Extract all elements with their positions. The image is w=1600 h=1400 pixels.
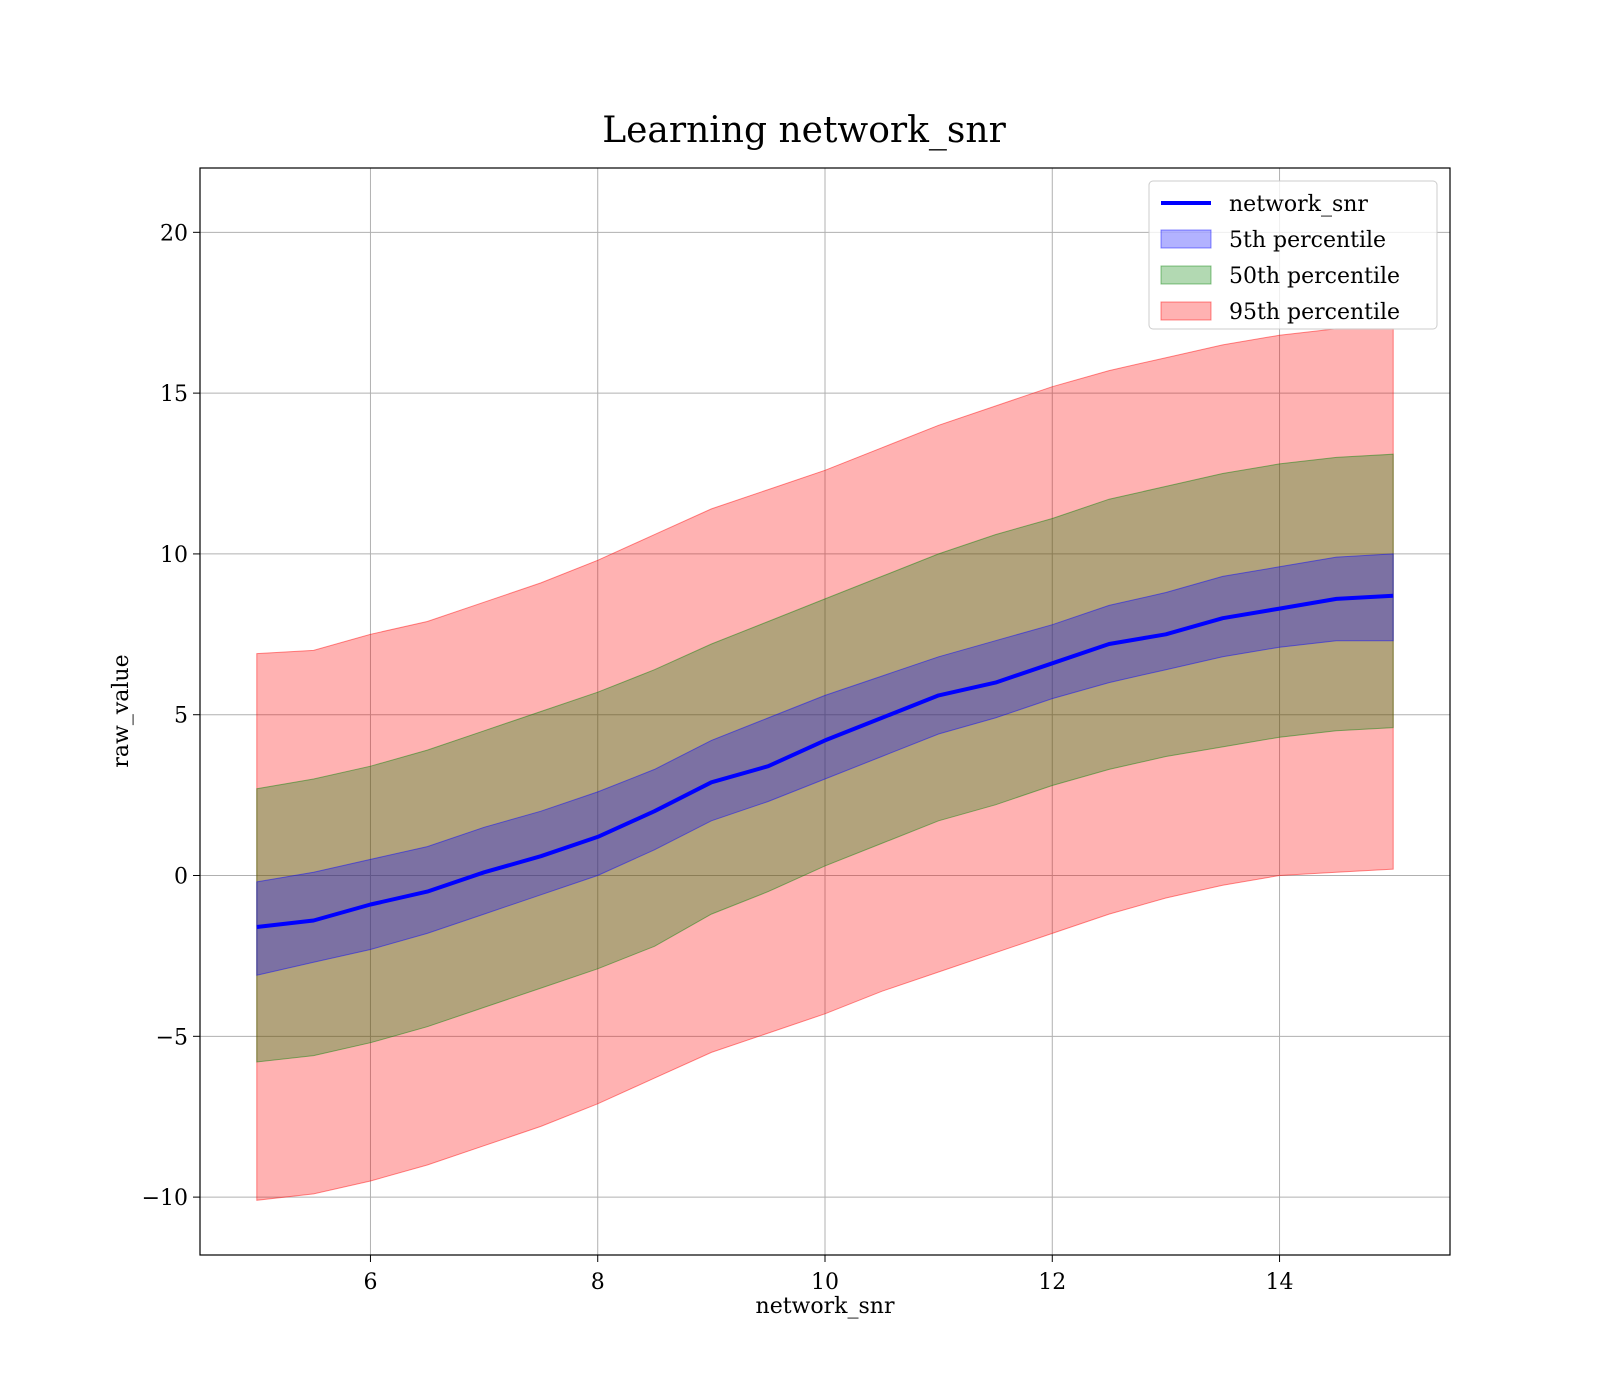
y-tick-label: 10	[160, 543, 188, 568]
x-tick-label: 12	[1038, 1270, 1066, 1295]
legend-box	[1148, 180, 1438, 330]
legend-label: 95th percentile	[1229, 300, 1400, 325]
legend-swatch	[1160, 265, 1212, 285]
legend-label: 5th percentile	[1229, 228, 1386, 253]
band-5th-percentile	[256, 553, 1394, 976]
legend-swatch	[1160, 229, 1212, 249]
y-tick-label: 20	[160, 221, 188, 246]
series-line-network_snr	[256, 593, 1394, 929]
y-tick-label: −5	[156, 1025, 188, 1050]
legend-label: 50th percentile	[1229, 264, 1400, 289]
legend-swatch	[1160, 301, 1212, 321]
band-50th-percentile	[256, 453, 1394, 1063]
grid	[200, 168, 1450, 1255]
y-axis-label: raw_value	[109, 654, 134, 767]
chart-title: Learning network_snr	[602, 110, 1006, 151]
series-lines	[256, 593, 1394, 929]
x-tick-label: 8	[591, 1270, 605, 1295]
x-tick-label: 14	[1266, 1270, 1294, 1295]
legend-label: network_snr	[1229, 192, 1368, 217]
y-tick-label: 0	[174, 865, 188, 890]
band-95th-percentile	[256, 328, 1394, 1201]
legend: network_snr 5th percentile 50th percentile…	[1148, 180, 1438, 330]
x-tick-label: 6	[363, 1270, 377, 1295]
percentile-bands	[256, 328, 1394, 1201]
x-axis-label: network_snr	[756, 1294, 895, 1319]
y-axis-ticks: −10 −5 0 5 10 15 20	[142, 221, 200, 1211]
y-tick-label: 15	[160, 382, 188, 407]
x-tick-label: 10	[811, 1270, 839, 1295]
y-tick-label: −10	[142, 1186, 188, 1211]
y-tick-label: 5	[174, 704, 188, 729]
x-axis-ticks: 6 8 10 12 14	[363, 1255, 1294, 1295]
